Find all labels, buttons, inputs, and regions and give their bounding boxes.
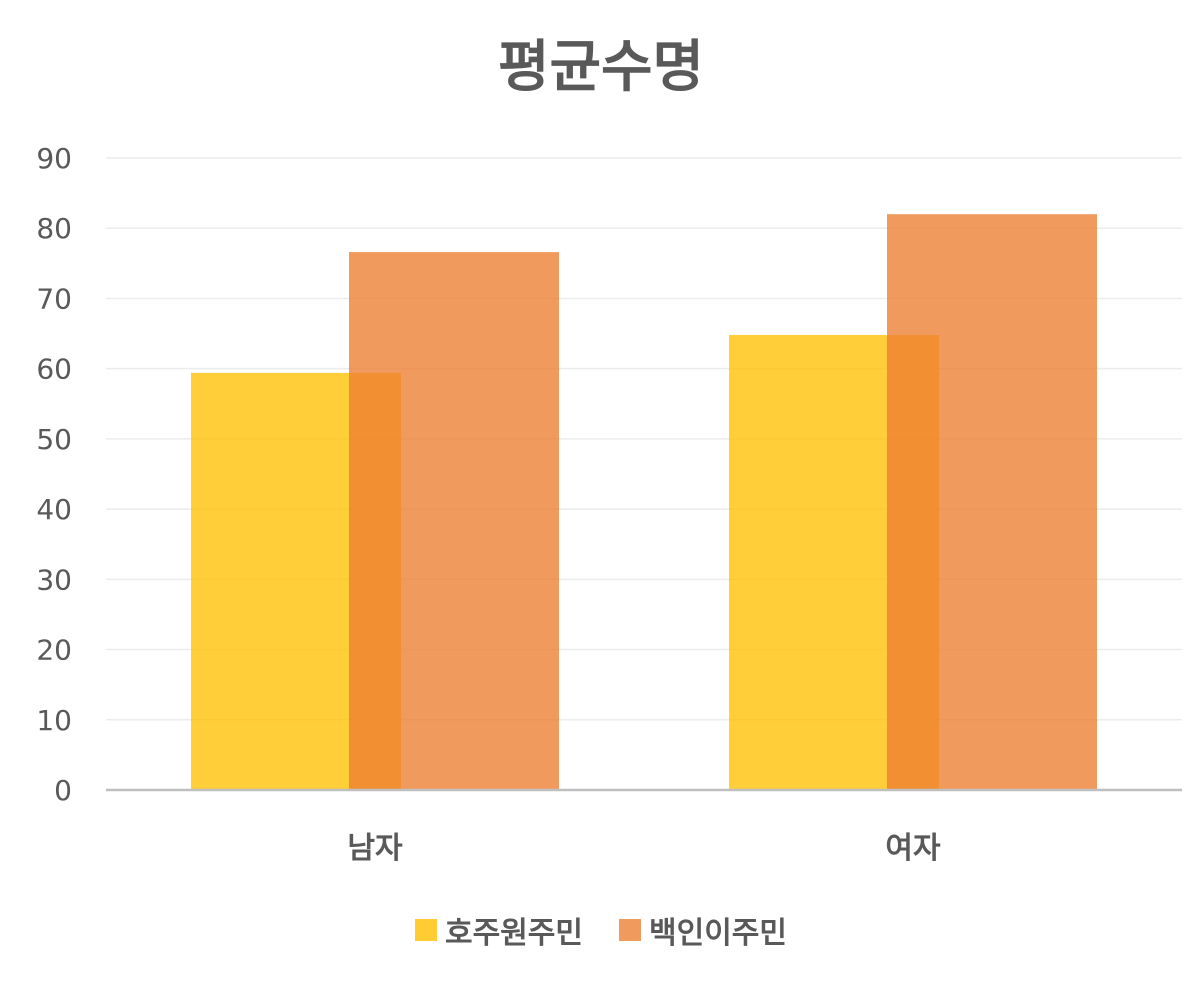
y-tick-label: 90 xyxy=(36,142,72,175)
y-tick-label: 10 xyxy=(36,704,72,737)
legend-label-series-2: 백인이주민 xyxy=(649,916,787,951)
legend-label-series-1: 호주원주민 xyxy=(445,916,583,951)
chart-title: 평균수명 xyxy=(497,35,705,100)
y-tick-label: 70 xyxy=(36,282,72,315)
legend-item-series-2: 백인이주민 xyxy=(619,908,787,952)
bar-2-1 xyxy=(349,252,559,790)
y-tick-label: 40 xyxy=(36,493,72,526)
legend: 호주원주민 백인이주민 xyxy=(0,908,1202,952)
y-tick-label: 30 xyxy=(36,563,72,596)
legend-swatch-series-2 xyxy=(619,919,641,941)
bar-2-2 xyxy=(887,214,1097,790)
y-tick-label: 60 xyxy=(36,353,72,386)
y-tick-label: 20 xyxy=(36,634,72,667)
legend-item-series-1: 호주원주민 xyxy=(415,908,583,952)
x-category-label: 남자 xyxy=(347,831,403,866)
y-tick-label: 50 xyxy=(36,423,72,456)
y-tick-label: 0 xyxy=(54,774,72,807)
legend-swatch-series-1 xyxy=(415,919,437,941)
y-tick-label: 80 xyxy=(36,212,72,245)
x-category-label: 여자 xyxy=(885,831,941,866)
